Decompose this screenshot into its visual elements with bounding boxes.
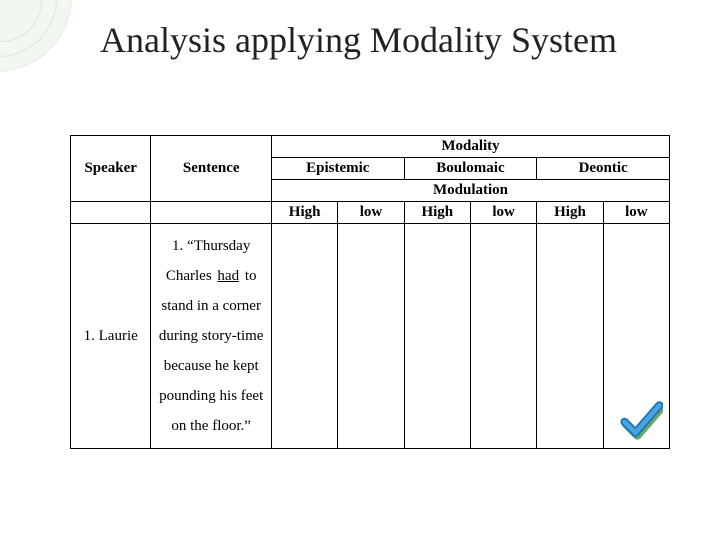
col-header-boulomaic: Boulomaic [404, 158, 537, 180]
cell-deontic-high [537, 224, 603, 449]
cell-epistemic-low [338, 224, 404, 449]
slide: Analysis applying Modality System Speake… [0, 0, 720, 540]
col-header-deontic: Deontic [537, 158, 670, 180]
col-subheader-low: low [470, 202, 536, 224]
cell-boulomaic-high [404, 224, 470, 449]
table-row: High low High low High low [71, 202, 670, 224]
cell-speaker: 1. Laurie [71, 224, 151, 449]
col-header-speaker: Speaker [71, 136, 151, 202]
col-subheader-low: low [338, 202, 404, 224]
col-subheader-high: High [537, 202, 603, 224]
cell-epistemic-high [271, 224, 337, 449]
cell-boulomaic-low [470, 224, 536, 449]
spacer-cell [151, 202, 272, 224]
spacer-cell [71, 202, 151, 224]
table-row: 1. Laurie 1. “Thursday Charles had to st… [71, 224, 670, 449]
col-header-modality: Modality [271, 136, 669, 158]
modality-table: Speaker Sentence Modality Epistemic Boul… [70, 135, 670, 449]
col-subheader-low: low [603, 202, 669, 224]
check-icon [619, 398, 663, 442]
cell-deontic-low [603, 224, 669, 449]
sentence-underlined: had [215, 268, 241, 284]
cell-sentence: 1. “Thursday Charles had to stand in a c… [151, 224, 272, 449]
table-row: Speaker Sentence Modality [71, 136, 670, 158]
col-header-sentence: Sentence [151, 136, 272, 202]
col-subheader-high: High [404, 202, 470, 224]
col-subheader-high: High [271, 202, 337, 224]
col-header-epistemic: Epistemic [271, 158, 404, 180]
page-title: Analysis applying Modality System [100, 20, 660, 61]
sentence-text: to stand in a corner during story-time b… [159, 268, 264, 434]
modality-table-container: Speaker Sentence Modality Epistemic Boul… [70, 135, 670, 449]
col-header-modulation: Modulation [271, 180, 669, 202]
